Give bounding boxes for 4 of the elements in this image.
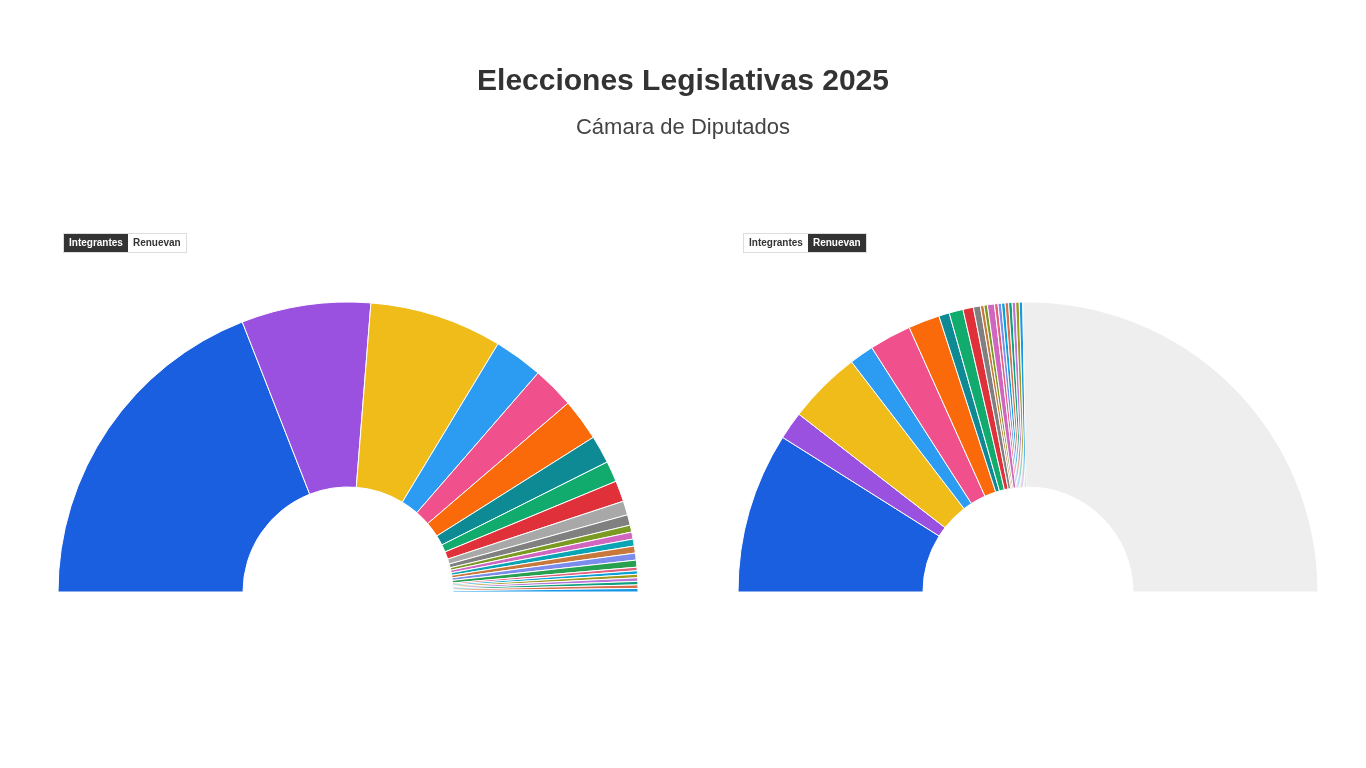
toggle-switch: Integrantes Renuevan xyxy=(743,233,867,253)
text: Cámara de Diputados xyxy=(575,113,791,141)
chart-title: Elecciones Legislativas 2025 xyxy=(476,62,890,98)
toggle-switch: Integrantes Renuevan xyxy=(63,233,187,253)
